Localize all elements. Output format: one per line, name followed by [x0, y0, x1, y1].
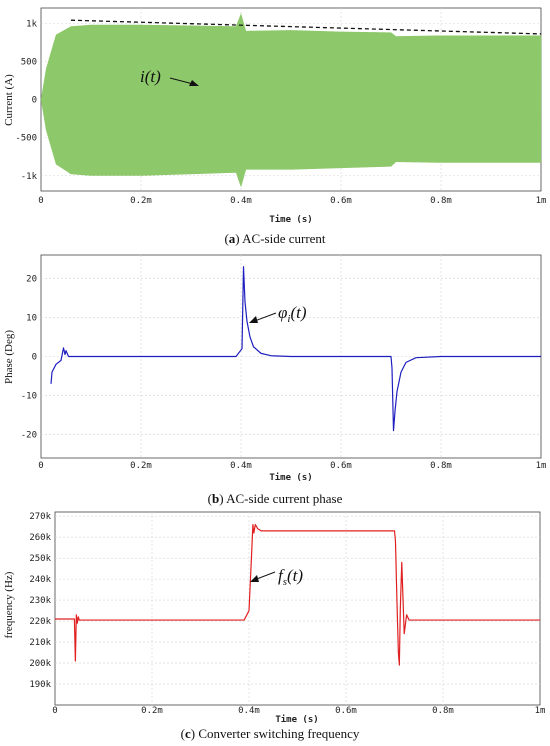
series-envelope — [70, 19, 542, 35]
x-axis-title-a: Time (s) — [269, 214, 312, 225]
annotation-phi-arg: (t) — [290, 303, 306, 322]
annotation-fs-sub: s — [283, 576, 287, 588]
y-axis-title-c: frequency (Hz) — [3, 571, 15, 638]
y-tick-label-a-1: 500 — [21, 57, 37, 67]
series-current — [40, 13, 542, 187]
caption-a-label: a — [229, 231, 236, 246]
y-tick-label-c-7: 200k — [29, 659, 51, 669]
marks-c — [55, 523, 540, 666]
series-frequency — [55, 523, 540, 666]
caption-c-label: c — [185, 726, 191, 741]
x-tick-label-a-2: 0.4m — [230, 196, 252, 206]
x-tick-label-a-5: 1m — [536, 196, 547, 206]
y-tick-label-c-0: 270k — [29, 512, 51, 522]
x-tick-label-a-3: 0.6m — [330, 196, 352, 206]
x-tick-label-a-4: 0.8m — [430, 196, 452, 206]
x-tick-label-a-0: 0 — [38, 196, 43, 206]
y-axis-title-a: Current (A) — [3, 74, 15, 126]
y-tick-label-a-4: -1k — [21, 172, 38, 182]
annotation-phi-base: φ — [278, 303, 287, 322]
y-tick-label-a-3: -500 — [15, 134, 37, 144]
caption-c: (c) Converter switching frequency — [181, 726, 360, 741]
y-tick-label-b-0: 20 — [26, 274, 37, 284]
annotation-arrow-b — [249, 312, 277, 323]
x-tick-label-b-5: 1m — [536, 461, 547, 471]
x-tick-label-c-3: 0.6m — [335, 706, 357, 716]
y-tick-label-b-3: -10 — [21, 392, 37, 402]
y-tick-label-c-1: 260k — [29, 533, 51, 543]
x-tick-label-c-0: 0 — [52, 706, 57, 716]
x-tick-label-b-2: 0.4m — [230, 461, 252, 471]
x-tick-label-c-5: 1m — [535, 706, 546, 716]
caption-a: (a) AC-side current — [224, 231, 325, 246]
y-tick-label-b-1: 10 — [26, 313, 37, 323]
y-tick-label-a-2: 0 — [32, 96, 37, 106]
annotation-fs-base: f — [278, 566, 285, 585]
caption-a-text: AC-side current — [240, 231, 326, 246]
y-tick-label-c-2: 250k — [29, 554, 51, 564]
x-axis-title-b: Time (s) — [269, 472, 312, 483]
y-tick-label-c-5: 220k — [29, 617, 51, 627]
annotation-phi-sub: i — [287, 313, 290, 325]
x-tick-label-c-2: 0.4m — [238, 706, 260, 716]
y-tick-label-b-4: -20 — [21, 431, 37, 441]
marks-a — [40, 13, 542, 187]
y-tick-label-c-3: 240k — [29, 575, 51, 585]
annotation-phi: φi(t) — [278, 303, 307, 325]
series-phase — [50, 266, 541, 432]
x-axis-title-c: Time (s) — [275, 714, 318, 725]
caption-b: (b) AC-side current phase — [208, 491, 343, 506]
y-tick-label-c-8: 190k — [29, 680, 51, 690]
x-tick-label-b-1: 0.2m — [130, 461, 152, 471]
x-tick-label-b-3: 0.6m — [330, 461, 352, 471]
x-tick-label-a-1: 0.2m — [130, 196, 152, 206]
x-tick-label-c-1: 0.2m — [141, 706, 163, 716]
x-tick-label-b-4: 0.8m — [430, 461, 452, 471]
ticks-c: 0 0.2m 0.4m 0.6m 0.8m 1m 270k 260k 250k 240k 230k 2… — [29, 512, 545, 716]
caption-b-label: b — [212, 491, 219, 506]
panel-c-frequency: 0 0.2m 0.4m 0.6m 0.8m 1m 270k 260k 250k 240k 230k 2… — [3, 511, 545, 741]
annotation-arrow-c — [250, 571, 276, 582]
annotation-fs-arg: (t) — [287, 566, 303, 585]
y-tick-label-c-4: 230k — [29, 596, 51, 606]
y-tick-label-a-0: 1k — [26, 19, 37, 29]
y-axis-title-b: Phase (Deg) — [3, 330, 15, 384]
marks-b — [50, 266, 541, 432]
x-tick-label-b-0: 0 — [38, 461, 43, 471]
annotation-i-arg: (t) — [145, 67, 161, 86]
grid-c — [55, 512, 540, 705]
ticks-b: 0 0.2m 0.4m 0.6m 0.8m 1m 20 10 0 -10 -20 — [21, 274, 547, 471]
plot-area-c — [54, 511, 541, 706]
x-tick-label-c-4: 0.8m — [432, 706, 454, 716]
caption-b-text: AC-side current phase — [224, 491, 343, 506]
grid-b — [41, 255, 541, 458]
ticks-a: 0 0.2m 0.4m 0.6m 0.8m 1m 1k 500 0 -500 -1k — [15, 19, 546, 206]
annotation-fs: fs(t) — [278, 566, 303, 588]
caption-c-text: Converter switching frequency — [195, 726, 360, 741]
panel-a-current: 0 0.2m 0.4m 0.6m 0.8m 1m 1k 500 0 -500 -1k Time (s… — [3, 7, 546, 246]
y-tick-label-b-2: 0 — [32, 353, 37, 363]
annotation-i-base: i — [140, 67, 145, 86]
y-tick-label-c-6: 210k — [29, 638, 51, 648]
annotation-arrow-a — [169, 77, 199, 86]
annotation-i: i(t) — [140, 67, 161, 86]
